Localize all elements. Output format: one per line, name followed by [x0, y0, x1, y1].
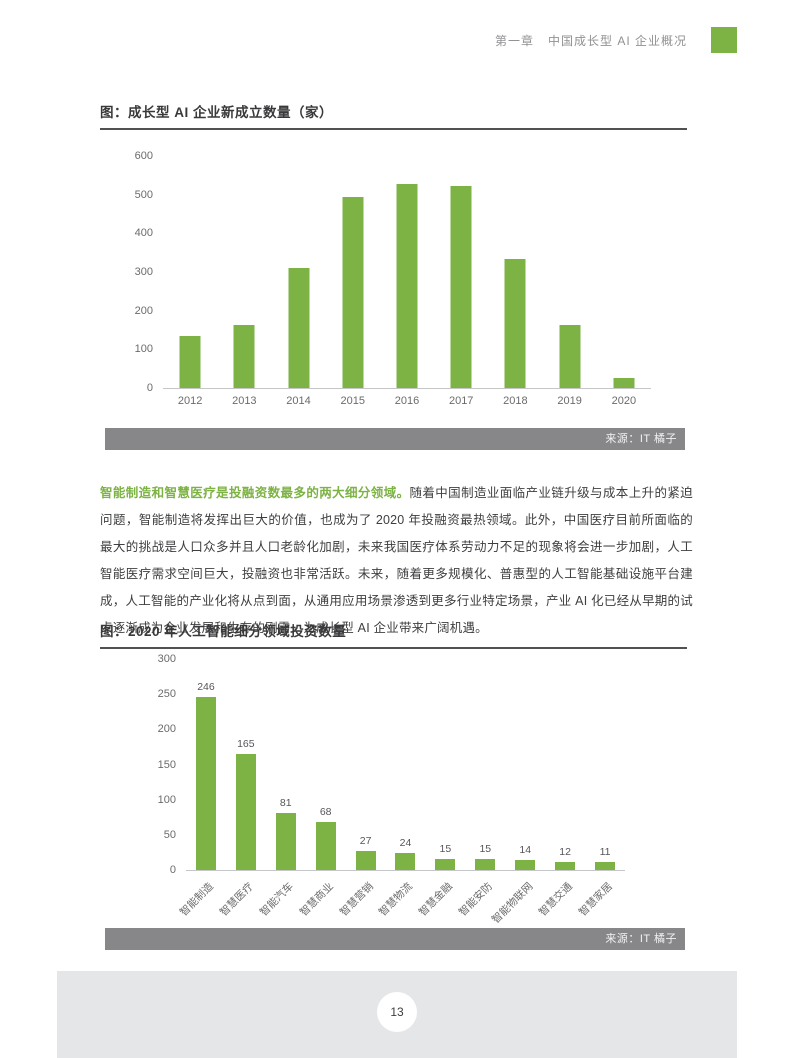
y-tick-label: 150	[157, 758, 176, 771]
bar-chart-investment-by-segment: 0 50 100 150 200 250 300 246 165 81 68 27 24 15 15 14 12…	[105, 652, 685, 930]
bar	[559, 324, 581, 388]
bar	[179, 335, 201, 388]
bar-value-label: 15	[479, 843, 492, 856]
x-tick-label: 2012	[177, 395, 203, 407]
bar-value-label: 68	[319, 806, 332, 819]
x-tick-label: 2014	[286, 395, 311, 407]
bar	[235, 753, 256, 870]
x-axis-labels: 智能制造 智慧医疗 智能汽车 智慧商业 智慧营销 智慧物流 智慧金融 智能安防 智能物联网 智慧交…	[178, 877, 625, 935]
bar-slot	[380, 156, 434, 388]
bar-slot: 12	[545, 659, 585, 870]
y-tick-label: 400	[134, 227, 153, 240]
y-tick-label: 300	[134, 266, 153, 278]
x-tick-label: 2013	[232, 395, 257, 407]
page-number-badge: 13	[377, 992, 417, 1032]
x-tick-label: 2020	[611, 395, 637, 407]
paragraph-lead-sentence: 智能制造和智慧医疗是投融资数最多的两大细分领域。	[100, 485, 410, 500]
x-axis-line	[186, 870, 625, 871]
figure2-title: 图：2020 年人工智能细分领域投资数量	[100, 620, 687, 649]
bar-value-label: 12	[559, 845, 571, 858]
x-tick-label: 智能制造	[177, 880, 216, 919]
x-tick-slot: 智慧家居	[577, 877, 625, 935]
y-tick-label: 0	[169, 864, 176, 876]
bar-value-label: 165	[237, 737, 255, 750]
bar-value-label: 14	[519, 844, 532, 857]
bar	[515, 860, 536, 870]
bar-value-label: 81	[279, 797, 292, 810]
bar-value-label: 15	[439, 843, 452, 856]
bar	[504, 259, 526, 388]
bar	[396, 183, 418, 388]
y-tick-label: 50	[163, 828, 176, 841]
bar-value-label: 24	[399, 837, 412, 850]
bar	[613, 377, 635, 388]
bar	[435, 859, 456, 870]
bar-slot	[434, 156, 488, 388]
x-tick-label: 2018	[503, 395, 528, 407]
bar-slot: 246	[186, 659, 226, 870]
source-bar-2: 来源：IT 橘子	[105, 928, 685, 950]
bar-value-label: 11	[599, 846, 611, 859]
bar-slot: 165	[226, 659, 266, 870]
y-tick-label: 500	[134, 188, 153, 201]
y-tick-label: 300	[157, 653, 176, 665]
bar-slot: 24	[386, 659, 426, 870]
bar	[450, 186, 472, 388]
source-bar-1: 来源：IT 橘子	[105, 428, 685, 450]
chapter-title: 中国成长型 AI 企业概况	[547, 33, 687, 48]
bars-area	[163, 156, 651, 388]
x-axis-line	[163, 388, 651, 389]
x-tick-label: 2016	[394, 395, 420, 407]
bar-value-label: 27	[359, 835, 372, 848]
header-accent-square	[711, 27, 737, 53]
bars-area: 246 165 81 68 27 24 15 15 14 12 11	[186, 659, 625, 870]
y-tick-label: 600	[134, 150, 153, 162]
bar	[555, 861, 576, 870]
bar	[595, 862, 616, 870]
figure1-title: 图：成长型 AI 企业新成立数量（家）	[100, 101, 687, 130]
bar-slot: 81	[266, 659, 306, 870]
x-tick-label: 2017	[448, 395, 474, 407]
bar	[475, 859, 496, 870]
bar-slot	[543, 156, 597, 388]
y-tick-label: 100	[157, 793, 176, 806]
y-tick-label: 200	[134, 304, 153, 317]
bar	[355, 851, 376, 870]
bar-chart-new-companies: 0 100 200 300 400 500 600 2012 2013 2014 2015 2016 2…	[105, 145, 685, 420]
bar-slot: 68	[306, 659, 346, 870]
bar	[395, 853, 416, 870]
bar-slot: 15	[425, 659, 465, 870]
bar-slot	[597, 156, 651, 388]
bar-slot	[488, 156, 542, 388]
bar-slot	[217, 156, 271, 388]
bar	[233, 325, 255, 388]
bar	[195, 696, 216, 870]
x-tick-label: 2019	[557, 395, 582, 407]
bar-slot	[271, 156, 325, 388]
bar-slot: 11	[585, 659, 625, 870]
bar-slot: 27	[346, 659, 386, 870]
y-tick-label: 100	[134, 343, 153, 356]
bar-slot	[163, 156, 217, 388]
bar-slot: 14	[505, 659, 545, 870]
bar	[275, 813, 296, 870]
y-tick-label: 200	[157, 723, 176, 736]
x-tick-label: 2015	[340, 395, 365, 407]
paragraph-body-text: 随着中国制造业面临产业链升级与成本上升的紧迫问题，智能制造将发挥出巨大的价值，也…	[100, 485, 693, 635]
bar	[342, 197, 364, 388]
body-paragraph: 智能制造和智慧医疗是投融资数最多的两大细分领域。随着中国制造业面临产业链升级与成…	[100, 480, 693, 642]
page-header: 第一章 中国成长型 AI 企业概况	[495, 27, 737, 53]
bar-slot: 15	[465, 659, 505, 870]
bar-value-label: 246	[197, 680, 215, 693]
page-footer: 13	[57, 971, 737, 1058]
bar	[315, 822, 336, 870]
y-tick-label: 0	[146, 382, 153, 394]
chapter-label: 第一章	[494, 33, 534, 48]
x-axis-labels: 2012 2013 2014 2015 2016 2017 2018 2019 2020	[163, 395, 651, 413]
bar-slot	[326, 156, 380, 388]
bar	[288, 268, 310, 388]
y-tick-label: 250	[157, 688, 176, 701]
